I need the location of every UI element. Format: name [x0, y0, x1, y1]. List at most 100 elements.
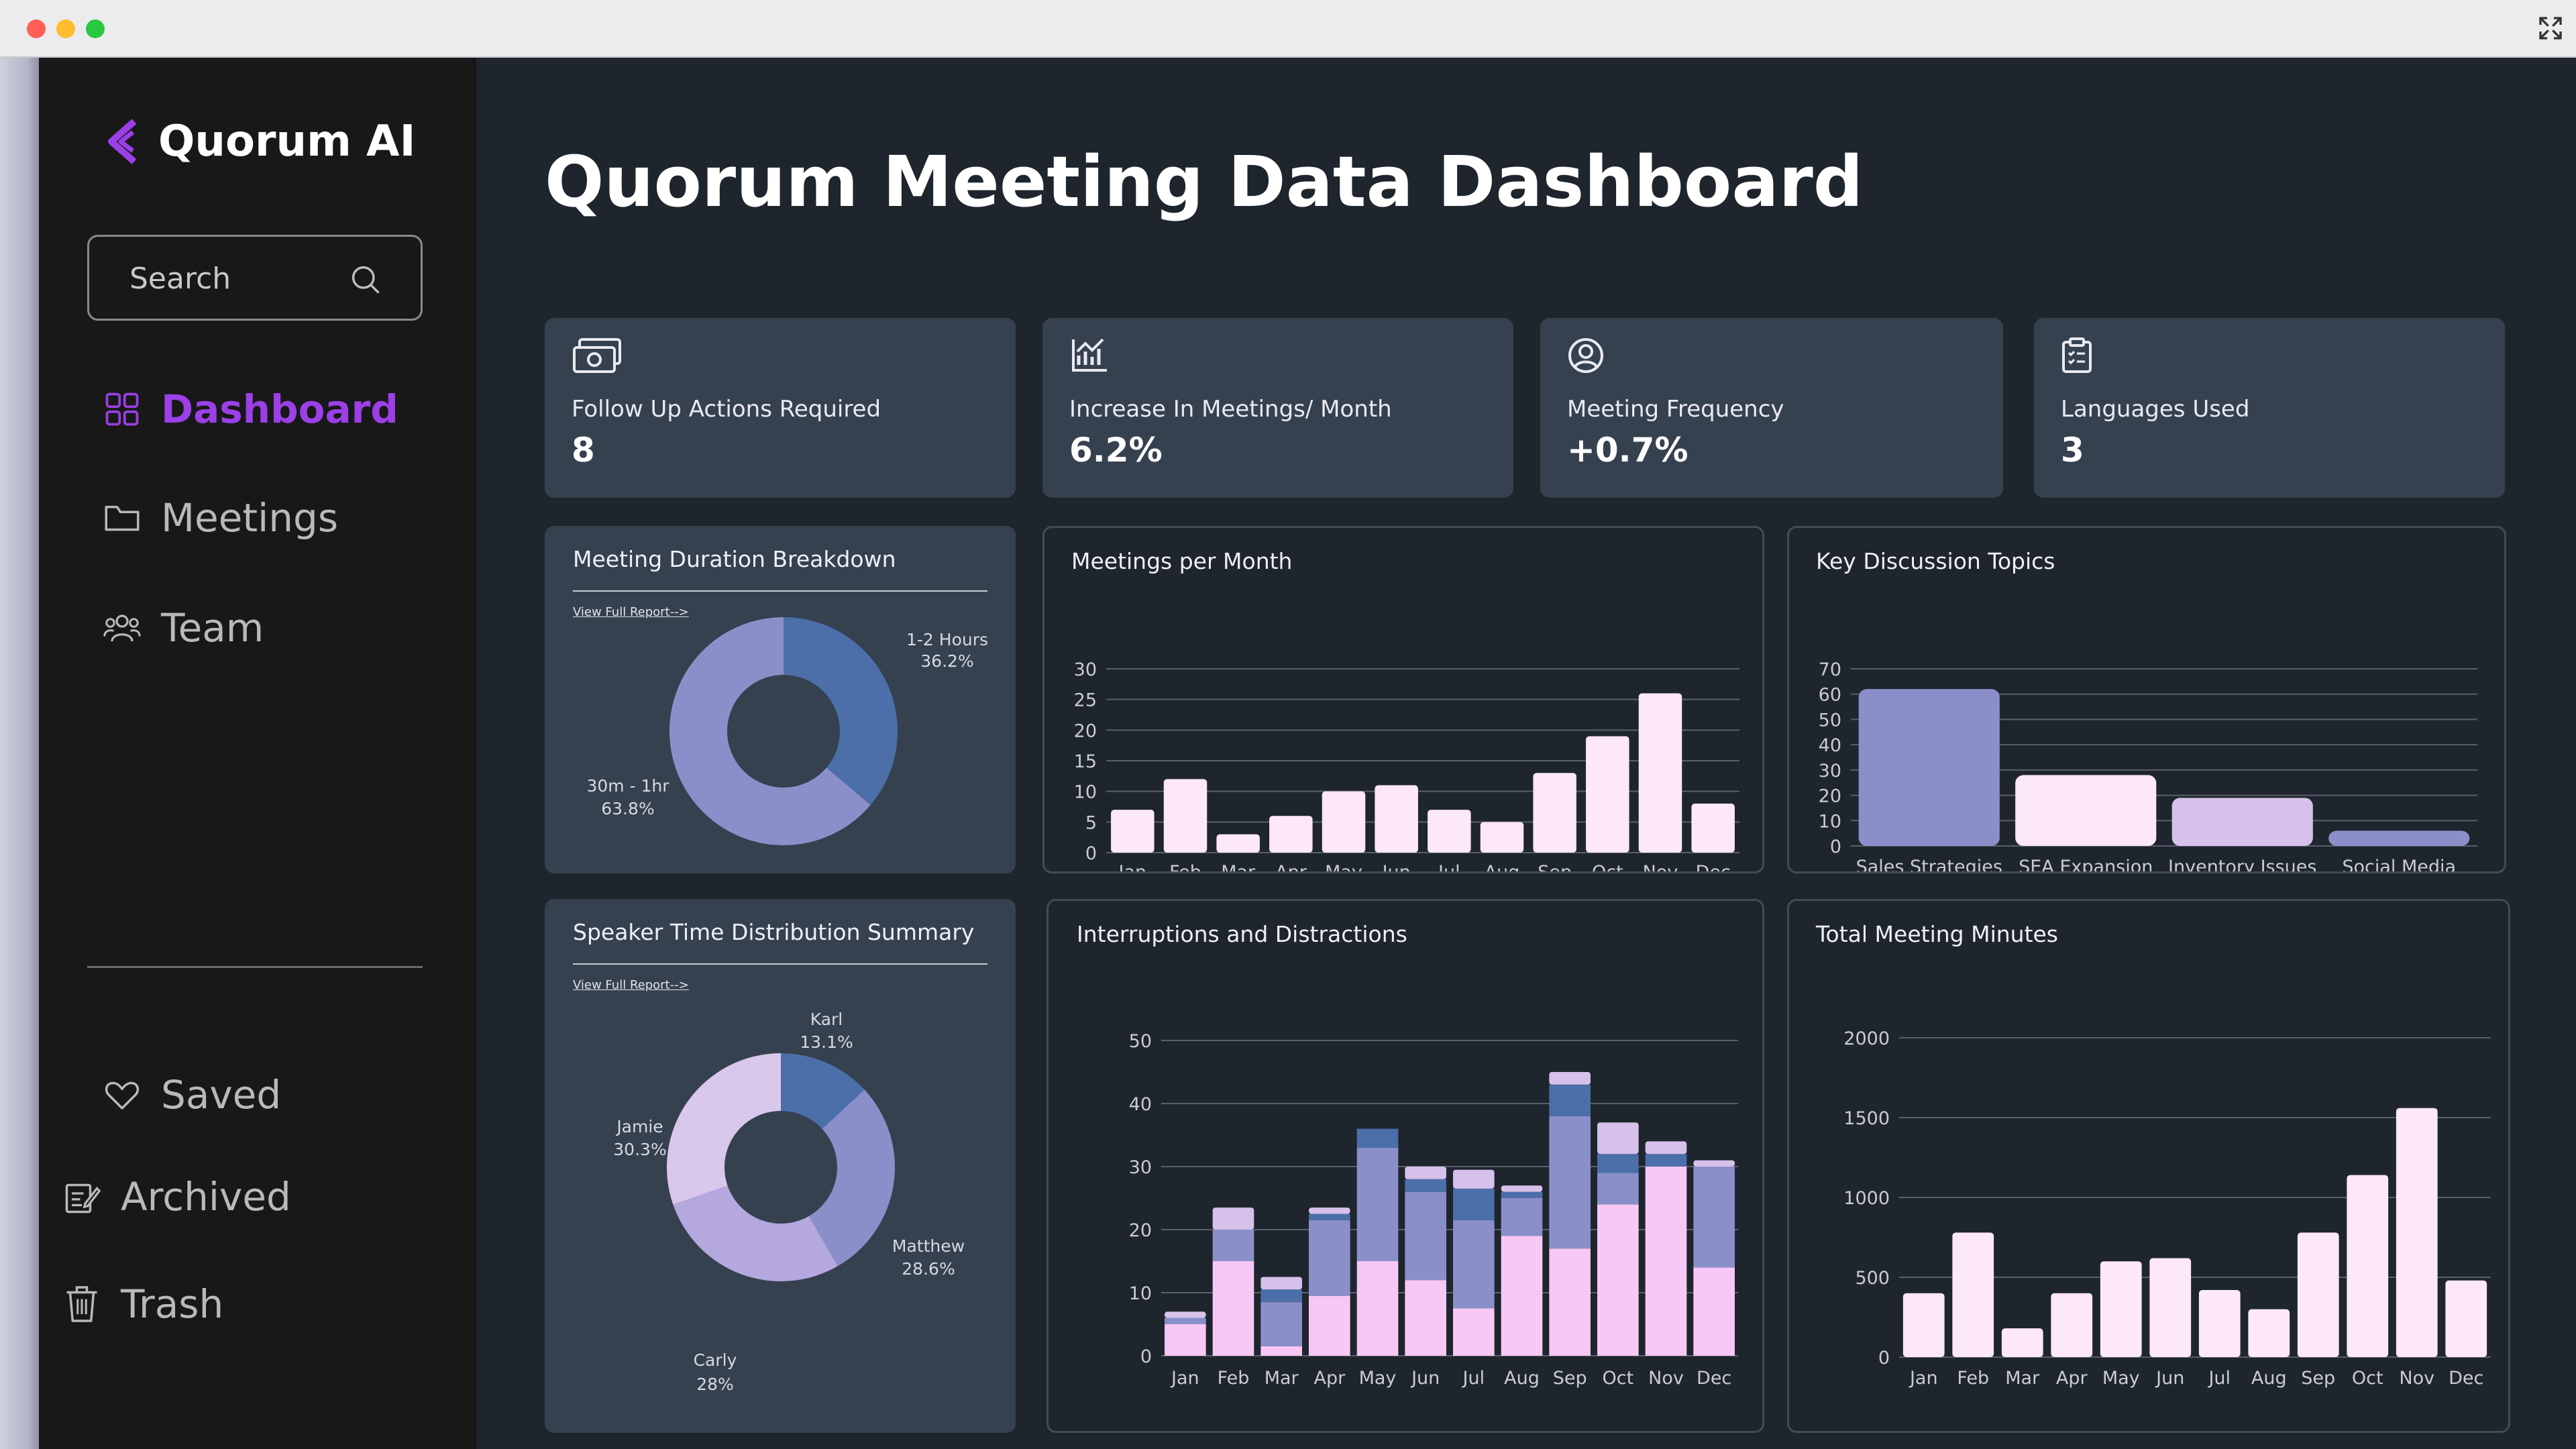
donut-slice-1-2-hours[interactable] — [784, 617, 898, 805]
bar-segment[interactable] — [1597, 1173, 1639, 1205]
bar-segment[interactable] — [1597, 1154, 1639, 1173]
bar-segment[interactable] — [1501, 1185, 1543, 1192]
bar-segment[interactable] — [1597, 1122, 1639, 1155]
bar-segment[interactable] — [1309, 1220, 1350, 1296]
bar-segment[interactable] — [1453, 1169, 1495, 1189]
kpi-card-meeting-frequency[interactable]: Meeting Frequency +0.7% — [1540, 318, 2003, 498]
bar-segment[interactable] — [1693, 1160, 1735, 1167]
bar-segment[interactable] — [1405, 1191, 1446, 1281]
bar-segment[interactable] — [1453, 1308, 1495, 1356]
bar-segment[interactable] — [1549, 1248, 1591, 1356]
bar-segment[interactable] — [1405, 1280, 1446, 1356]
bar[interactable] — [1269, 816, 1313, 853]
bar[interactable] — [2297, 1232, 2339, 1357]
bar-segment[interactable] — [1597, 1204, 1639, 1356]
bar-segment[interactable] — [1260, 1302, 1302, 1346]
bar[interactable] — [2171, 798, 2313, 846]
bar[interactable] — [2445, 1280, 2487, 1357]
bar-segment[interactable] — [1260, 1289, 1302, 1303]
donut-slice-matthew[interactable] — [808, 1089, 895, 1267]
bar[interactable] — [1375, 785, 1418, 853]
bar-segment[interactable] — [1645, 1141, 1687, 1155]
bar-segment[interactable] — [1501, 1198, 1543, 1236]
nav-item-meetings[interactable]: Meetings — [102, 495, 338, 541]
bar-segment[interactable] — [1356, 1128, 1399, 1148]
bar[interactable] — [1638, 693, 1682, 853]
kpi-card-meeting-increase[interactable]: Increase In Meetings/ Month 6.2% — [1042, 318, 1513, 498]
nav-item-saved[interactable]: Saved — [102, 1072, 281, 1118]
bar[interactable] — [2396, 1108, 2438, 1357]
bar[interactable] — [1480, 822, 1524, 853]
bar[interactable] — [2149, 1258, 2192, 1357]
bar-segment[interactable] — [1212, 1230, 1254, 1261]
bar-segment[interactable] — [1165, 1318, 1206, 1324]
bar[interactable] — [2198, 1290, 2241, 1357]
bar-segment[interactable] — [1165, 1311, 1206, 1318]
app-logo[interactable]: Quorum AI — [106, 117, 415, 166]
kpi-card-languages[interactable]: Languages Used 3 — [2034, 318, 2505, 498]
bar[interactable] — [1858, 689, 2000, 846]
kpi-value: 6.2% — [1069, 431, 1163, 470]
bar-segment[interactable] — [1549, 1084, 1591, 1116]
bar[interactable] — [2347, 1175, 2389, 1357]
bar-segment[interactable] — [1453, 1220, 1495, 1309]
bar-segment[interactable] — [1549, 1072, 1591, 1085]
nav-item-team[interactable]: Team — [102, 605, 264, 651]
x-tick-label: Jul — [1437, 862, 1460, 871]
donut-slice-carly[interactable] — [673, 1185, 838, 1281]
bar-segment[interactable] — [1356, 1147, 1399, 1261]
view-full-report-link[interactable]: View Full Report--> — [573, 978, 689, 992]
donut-slice-karl[interactable] — [781, 1053, 865, 1129]
bar[interactable] — [2015, 775, 2157, 846]
nav-item-archived[interactable]: Archived — [62, 1174, 291, 1220]
bar-segment[interactable] — [1309, 1295, 1350, 1356]
bar-segment[interactable] — [1645, 1154, 1687, 1167]
bar-segment[interactable] — [1165, 1324, 1206, 1356]
bar[interactable] — [2328, 830, 2470, 846]
bar-segment[interactable] — [1356, 1261, 1399, 1356]
view-full-report-link[interactable]: View Full Report--> — [573, 605, 689, 619]
bar[interactable] — [1586, 736, 1629, 853]
close-window-button[interactable] — [27, 19, 46, 38]
bar-segment[interactable] — [1405, 1179, 1446, 1192]
bar[interactable] — [2051, 1293, 2093, 1357]
bar-segment[interactable] — [1453, 1188, 1495, 1220]
bar[interactable] — [1533, 773, 1576, 853]
minimize-window-button[interactable] — [56, 19, 75, 38]
bar-segment[interactable] — [1693, 1167, 1735, 1268]
kpi-card-follow-ups[interactable]: Follow Up Actions Required 8 — [545, 318, 1016, 498]
donut-slice-30m-1hr[interactable] — [669, 617, 871, 845]
bar[interactable] — [1952, 1232, 1994, 1357]
bar-segment[interactable] — [1212, 1208, 1254, 1230]
bar-segment[interactable] — [1212, 1261, 1254, 1356]
bar[interactable] — [2100, 1261, 2142, 1357]
nav-item-trash[interactable]: Trash — [62, 1281, 223, 1327]
bar-segment[interactable] — [1693, 1267, 1735, 1356]
bar[interactable] — [1111, 810, 1155, 853]
maximize-window-button[interactable] — [86, 19, 105, 38]
search-icon[interactable] — [348, 262, 383, 297]
bar[interactable] — [2001, 1328, 2043, 1357]
fullscreen-icon[interactable] — [2537, 15, 2564, 42]
bar[interactable] — [1216, 834, 1260, 853]
bar[interactable] — [1163, 779, 1208, 853]
bar[interactable] — [1691, 803, 1735, 853]
bar-segment[interactable] — [1501, 1191, 1543, 1198]
bar-segment[interactable] — [1260, 1277, 1302, 1290]
bar-segment[interactable] — [1309, 1208, 1350, 1214]
search-box[interactable] — [87, 235, 423, 321]
bar[interactable] — [2248, 1309, 2290, 1357]
bar-segment[interactable] — [1645, 1167, 1687, 1356]
bar-segment[interactable] — [1260, 1346, 1302, 1356]
bar-segment[interactable] — [1501, 1236, 1543, 1356]
bar-segment[interactable] — [1309, 1214, 1350, 1220]
nav-item-dashboard[interactable]: Dashboard — [102, 386, 398, 432]
bar-segment[interactable] — [1549, 1116, 1591, 1249]
search-input[interactable] — [129, 257, 331, 300]
bar[interactable] — [1428, 810, 1471, 853]
donut-slice-jamie[interactable] — [667, 1053, 781, 1205]
bar[interactable] — [1902, 1293, 1945, 1357]
kpi-value: +0.7% — [1567, 431, 1688, 470]
bar-segment[interactable] — [1405, 1167, 1446, 1179]
bar[interactable] — [1322, 791, 1366, 853]
